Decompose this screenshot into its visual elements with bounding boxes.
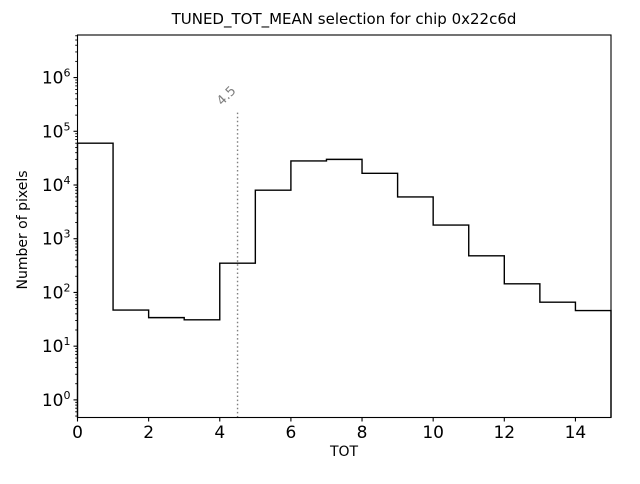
x-tick-label: 4 [214, 423, 225, 443]
y-tick-label: 104 [42, 174, 71, 196]
y-tick-label: 102 [42, 281, 71, 303]
y-tick-label: 100 [42, 389, 71, 411]
x-tick-label: 10 [422, 423, 444, 443]
x-tick-label: 12 [493, 423, 515, 443]
x-tick-label: 2 [143, 423, 154, 443]
y-tick-label: 101 [42, 335, 71, 357]
x-tick-label: 8 [357, 423, 368, 443]
x-tick-label: 6 [285, 423, 296, 443]
plot-frame [76, 34, 612, 419]
y-tick-label: 103 [42, 228, 71, 250]
chart-title: TUNED_TOT_MEAN selection for chip 0x22c6… [171, 10, 517, 29]
threshold-label: 4.5 [214, 84, 239, 109]
x-tick-label: 0 [72, 423, 83, 443]
y-axis-label: Number of pixels [15, 170, 31, 289]
x-axis-label: TOT [329, 444, 359, 460]
y-tick-label: 105 [42, 120, 71, 142]
y-tick-label: 106 [42, 67, 71, 89]
generated-plot-elements: 0 2 4 6 8 10 12 14 100 101 102 103 104 105 106 [42, 34, 612, 443]
histogram-path [76, 142, 612, 418]
x-tick-label: 14 [565, 423, 587, 443]
